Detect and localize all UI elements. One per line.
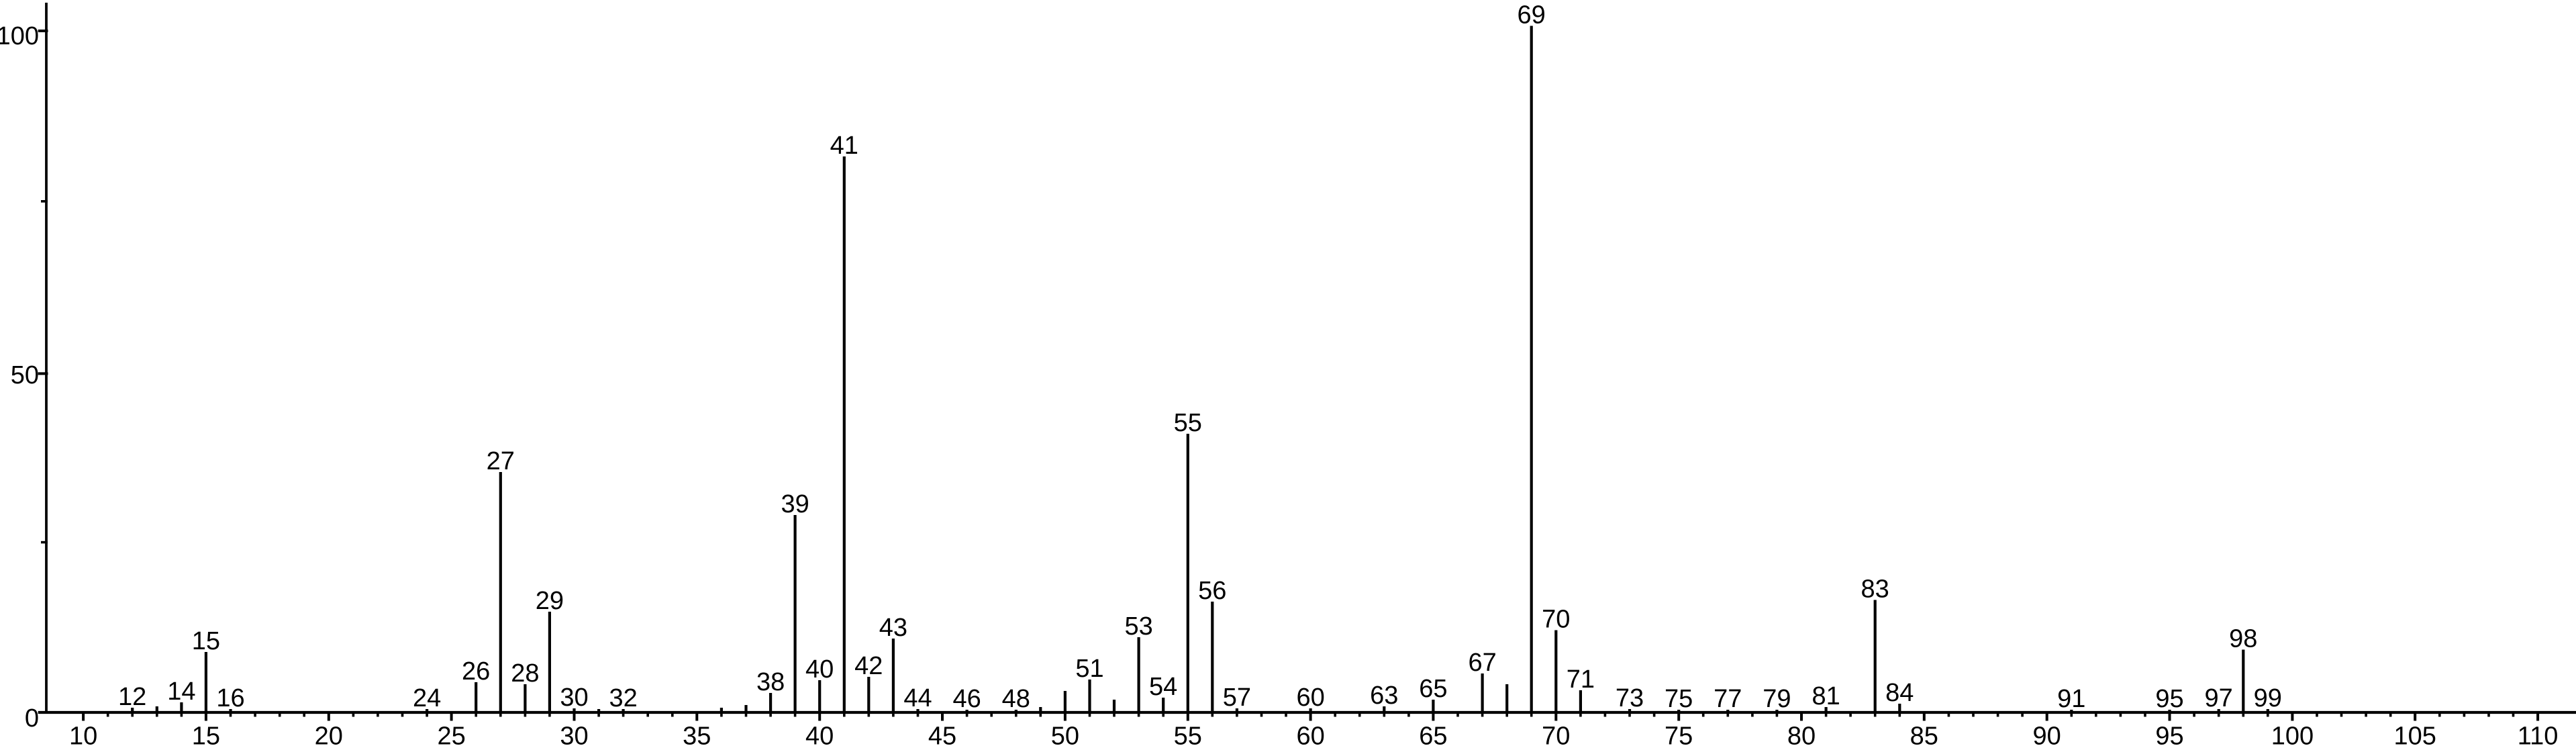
svg-text:20: 20	[315, 722, 343, 748]
svg-text:110: 110	[2518, 722, 2559, 748]
svg-text:50: 50	[1051, 722, 1079, 748]
svg-text:14: 14	[167, 677, 195, 706]
svg-text:105: 105	[2393, 722, 2436, 748]
svg-text:75: 75	[1665, 722, 1693, 748]
svg-text:40: 40	[805, 722, 834, 748]
svg-text:43: 43	[879, 614, 907, 642]
svg-text:40: 40	[805, 655, 834, 684]
svg-text:48: 48	[1002, 685, 1030, 713]
svg-text:41: 41	[830, 132, 858, 160]
svg-text:42: 42	[854, 652, 883, 680]
svg-text:70: 70	[1542, 606, 1570, 634]
svg-text:100: 100	[0, 22, 39, 50]
svg-text:54: 54	[1149, 673, 1177, 701]
svg-text:10: 10	[69, 722, 97, 748]
svg-text:0: 0	[25, 704, 39, 733]
svg-text:98: 98	[2229, 625, 2257, 653]
svg-text:65: 65	[1419, 675, 1447, 703]
svg-text:50: 50	[11, 361, 39, 389]
svg-text:15: 15	[192, 722, 220, 748]
svg-text:29: 29	[536, 587, 564, 615]
svg-text:95: 95	[2155, 722, 2183, 748]
svg-text:95: 95	[2155, 685, 2183, 713]
svg-text:45: 45	[928, 722, 956, 748]
svg-text:69: 69	[1518, 1, 1546, 30]
svg-text:44: 44	[903, 684, 932, 712]
svg-text:25: 25	[437, 722, 465, 748]
svg-text:32: 32	[609, 684, 637, 712]
svg-text:15: 15	[192, 627, 220, 655]
svg-text:53: 53	[1124, 612, 1152, 641]
svg-text:81: 81	[1812, 682, 1840, 710]
svg-text:91: 91	[2057, 685, 2085, 713]
svg-text:35: 35	[683, 722, 711, 748]
svg-text:73: 73	[1616, 684, 1644, 712]
svg-text:56: 56	[1198, 577, 1226, 605]
svg-text:55: 55	[1174, 409, 1202, 437]
svg-text:26: 26	[462, 657, 490, 686]
svg-text:80: 80	[1787, 722, 1816, 748]
svg-text:85: 85	[1910, 722, 1938, 748]
svg-text:39: 39	[781, 490, 809, 518]
svg-text:67: 67	[1468, 649, 1496, 677]
svg-text:84: 84	[1885, 679, 1914, 707]
svg-text:60: 60	[1296, 684, 1324, 712]
svg-text:28: 28	[511, 659, 539, 688]
svg-text:77: 77	[1714, 685, 1742, 713]
svg-text:51: 51	[1075, 655, 1103, 683]
svg-text:100: 100	[2271, 722, 2314, 748]
svg-text:90: 90	[2033, 722, 2061, 748]
svg-text:99: 99	[2254, 684, 2282, 712]
svg-text:71: 71	[1567, 665, 1595, 694]
svg-text:30: 30	[560, 684, 588, 712]
svg-text:38: 38	[756, 668, 785, 696]
svg-text:27: 27	[487, 447, 515, 475]
svg-text:63: 63	[1370, 682, 1398, 710]
svg-text:46: 46	[952, 685, 981, 713]
svg-text:75: 75	[1665, 685, 1693, 713]
svg-text:83: 83	[1861, 575, 1889, 604]
svg-text:65: 65	[1419, 722, 1447, 748]
svg-text:12: 12	[118, 683, 146, 711]
svg-text:24: 24	[413, 684, 441, 712]
svg-text:97: 97	[2205, 684, 2233, 712]
svg-text:30: 30	[560, 722, 588, 748]
svg-text:55: 55	[1174, 722, 1202, 748]
svg-text:60: 60	[1296, 722, 1324, 748]
svg-text:70: 70	[1542, 722, 1570, 748]
svg-text:57: 57	[1223, 684, 1251, 712]
svg-text:79: 79	[1763, 685, 1791, 713]
svg-text:16: 16	[216, 684, 244, 712]
